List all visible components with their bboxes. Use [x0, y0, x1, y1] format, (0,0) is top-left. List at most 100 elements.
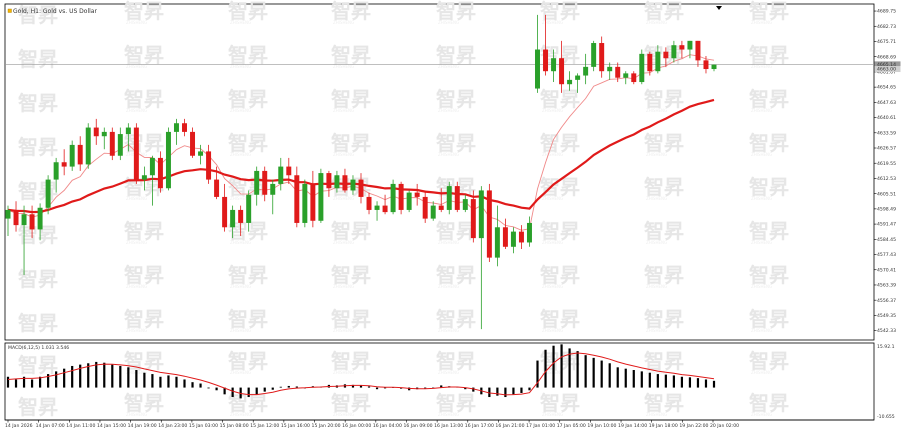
watermark-logo: 智昇: [749, 0, 789, 23]
macd-histogram-bar: [22, 376, 26, 388]
macd-histogram-bar: [408, 387, 411, 391]
watermark-subtext: ZHISHENG: [126, 412, 147, 417]
watermark-logo: 智昇: [644, 391, 684, 415]
watermark-subtext: ZHISHENG: [333, 196, 354, 201]
watermark-logo: 智昇: [540, 263, 580, 287]
price-tick-label: 4542.33: [877, 328, 896, 334]
macd-histogram-bar: [424, 387, 427, 389]
watermark-logo: 智昇: [331, 0, 371, 23]
macd-histogram-bar: [544, 349, 547, 388]
candle-body: [13, 209, 19, 226]
watermark-subtext: ZHISHENG: [751, 20, 772, 25]
watermark-subtext: ZHISHENG: [333, 20, 354, 25]
time-tick-label: 16 Jan 04:00: [373, 423, 402, 429]
watermark-logo: 智昇: [644, 263, 684, 287]
candle-body: [182, 123, 187, 132]
macd-histogram-bar: [207, 387, 210, 389]
watermark-subtext: ZHISHENG: [230, 196, 251, 201]
time-tick-label: 17 Jan 01:00: [526, 423, 555, 429]
candle-body: [679, 45, 685, 50]
price-tick-label: 4570.41: [877, 267, 896, 273]
price-tick-label: 4549.35: [877, 313, 896, 319]
candle-body: [61, 162, 67, 167]
candle-body: [398, 183, 404, 210]
watermark-subtext: ZHISHENG: [542, 284, 563, 289]
macd-histogram-bar: [199, 383, 202, 388]
candle-body: [567, 79, 573, 85]
macd-histogram-bar: [512, 387, 515, 395]
candle-body: [262, 170, 268, 195]
macd-histogram-bar: [14, 379, 18, 388]
watermark-subtext: ZHISHENG: [333, 64, 354, 69]
price-tick-label: 4633.59: [877, 130, 896, 136]
watermark-logo: 智昇: [228, 349, 268, 373]
candle-body: [470, 199, 476, 239]
watermark-subtext: ZHISHENG: [230, 240, 251, 245]
watermark-logo: 智昇: [644, 307, 684, 331]
time-tick-label: 16 Jan 00:00: [342, 423, 371, 429]
macd-histogram-bar: [191, 382, 194, 388]
macd-histogram-bar: [672, 375, 675, 388]
watermark-logo: 智昇: [18, 353, 58, 377]
macd-histogram-bar: [47, 374, 50, 388]
watermark-logo: 智昇: [228, 263, 268, 287]
watermark-subtext: ZHISHENG: [646, 152, 667, 157]
macd-histogram-bar: [600, 360, 603, 388]
macd-histogram-bar: [55, 371, 58, 388]
macd-axis-top-label: 15.92.1: [877, 344, 895, 350]
candle-body: [382, 205, 388, 213]
candle-body: [446, 186, 452, 210]
price-tick-label: 4668.69: [877, 54, 896, 60]
watermark-subtext: ZHISHENG: [751, 412, 772, 417]
chart-shift-marker-icon[interactable]: [716, 6, 722, 10]
watermark-logo: 智昇: [540, 87, 580, 111]
candle-body: [270, 183, 276, 195]
candle-body: [334, 175, 340, 189]
watermark-logo: 智昇: [331, 391, 371, 415]
watermark-logo: 智昇: [124, 43, 164, 67]
watermark-subtext: ZHISHENG: [333, 108, 354, 113]
watermark-logo: 智昇: [540, 307, 580, 331]
watermark-logo: 智昇: [436, 219, 476, 243]
macd-histogram-bar: [103, 362, 106, 388]
candle-body: [687, 40, 693, 50]
watermark-subtext: ZHISHENG: [646, 328, 667, 333]
watermark-subtext: ZHISHENG: [646, 370, 667, 375]
macd-histogram-bar: [440, 385, 443, 388]
watermark-subtext: ZHISHENG: [751, 64, 772, 69]
watermark-logo: 智昇: [228, 0, 268, 23]
time-tick-label: 17 Jan 05:00: [557, 423, 586, 429]
watermark-logo: 智昇: [18, 311, 58, 335]
macd-histogram-bar: [504, 387, 507, 398]
time-tick-label: 14 Jan 23:00: [158, 423, 187, 429]
candle-body: [93, 127, 99, 137]
time-tick-label: 16 Jan 21:00: [495, 423, 524, 429]
main-plot-frame: [4, 3, 875, 341]
candle-body: [29, 214, 35, 230]
macd-histogram-bar: [712, 380, 716, 388]
candle-body: [711, 64, 717, 70]
macd-histogram-bar: [6, 376, 10, 388]
candle-body: [591, 43, 597, 67]
watermark-subtext: ZHISHENG: [438, 412, 459, 417]
candle-body: [246, 194, 252, 223]
watermark-logo: 智昇: [436, 131, 476, 155]
watermark-logo: 智昇: [644, 219, 684, 243]
macd-histogram-bar: [95, 361, 98, 388]
watermark-subtext: ZHISHENG: [438, 328, 459, 333]
price-tick-label: 4619.55: [877, 161, 896, 167]
price-tick-label: 4598.49: [877, 206, 896, 212]
watermark-logo: 智昇: [331, 43, 371, 67]
watermark-logo: 智昇: [18, 135, 58, 159]
macd-histogram-bar: [279, 386, 282, 388]
watermark-logo: 智昇: [749, 43, 789, 67]
time-tick-label: 15 Jan 16:00: [281, 423, 310, 429]
candle-body: [502, 227, 508, 247]
candle-body: [559, 58, 565, 85]
macd-histogram-bar: [119, 365, 122, 388]
candle-body: [535, 49, 540, 89]
candle-body: [390, 183, 396, 213]
macd-histogram-bar: [215, 387, 218, 391]
watermark-subtext: ZHISHENG: [126, 284, 147, 289]
